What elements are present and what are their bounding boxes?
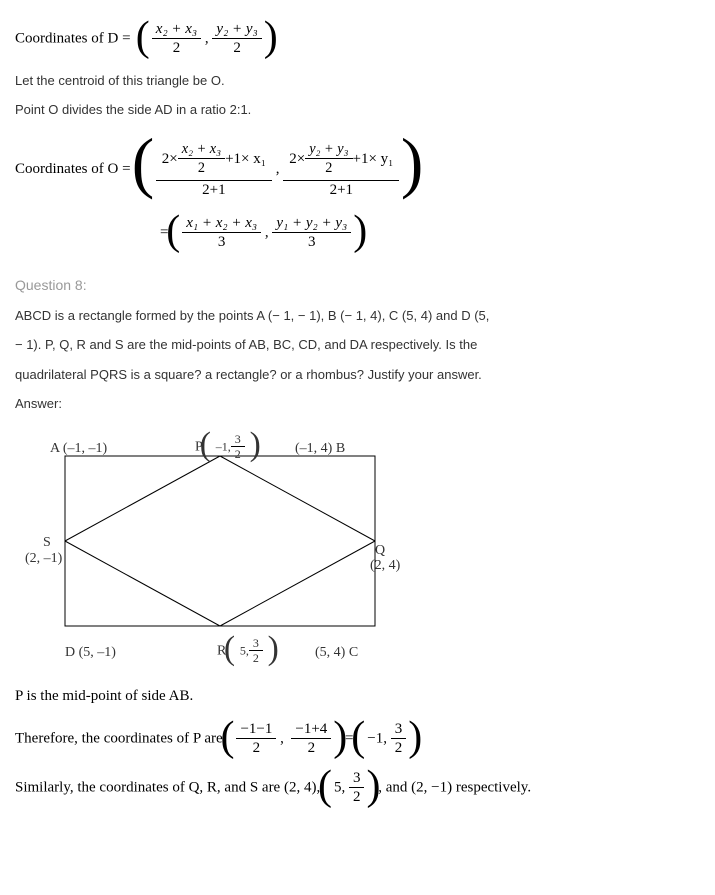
answer-line-1: P is the mid-point of side AB. xyxy=(15,683,700,710)
answer-line-2: Therefore, the coordinates of P are −1−1… xyxy=(15,720,700,759)
label-r: R 5,32 xyxy=(217,636,273,667)
figure-svg xyxy=(35,431,415,661)
centroid-text: Let the centroid of this triangle be O. xyxy=(15,69,700,92)
label-p: P –1,32 xyxy=(195,432,255,463)
coord-o-result: = x₁ + x₂ + x₃3 , y₁ + y₂ + y₃3 xyxy=(160,214,700,253)
label-b: (–1, 4) B xyxy=(295,436,345,461)
question-body-3: quadrilateral PQRS is a square? a rectan… xyxy=(15,363,700,386)
coord-o-result-paren: x₁ + x₂ + x₃3 , y₁ + y₂ + y₃3 xyxy=(172,214,361,253)
answer-label: Answer: xyxy=(15,392,700,415)
label-d: D (5, –1) xyxy=(65,640,116,665)
label-c: (5, 4) C xyxy=(315,640,358,665)
coord-o-paren: 2×x₂ + x₃2+1× x₁ 2+1 , 2×y₂ + y₃2+1× y₁ … xyxy=(142,139,414,200)
answer-line-3: Similarly, the coordinates of Q, R, and … xyxy=(15,769,700,808)
coord-d-line: Coordinates of D = x₂ + x₃2 , y₂ + y₃2 xyxy=(15,20,700,59)
label-a: A (–1, –1) xyxy=(50,436,107,461)
label-s-coord: (2, –1) xyxy=(25,546,62,571)
coord-d-label: Coordinates of D = xyxy=(15,31,131,47)
question-body-2: − 1). P, Q, R and S are the mid-points o… xyxy=(15,333,700,356)
ratio-text: Point O divides the side AD in a ratio 2… xyxy=(15,98,700,121)
coord-o-line: Coordinates of O = 2×x₂ + x₃2+1× x₁ 2+1 … xyxy=(15,139,700,200)
label-q-coord: (2, 4) xyxy=(370,553,400,578)
coord-o-label: Coordinates of O = xyxy=(15,161,131,177)
rectangle-figure: A (–1, –1) P –1,32 (–1, 4) B S (2, –1) Q… xyxy=(35,431,700,668)
coord-d-paren: x₂ + x₃2 , y₂ + y₃2 xyxy=(142,20,272,59)
question-header: Question 8: xyxy=(15,273,700,298)
question-body-1: ABCD is a rectangle formed by the points… xyxy=(15,304,700,327)
